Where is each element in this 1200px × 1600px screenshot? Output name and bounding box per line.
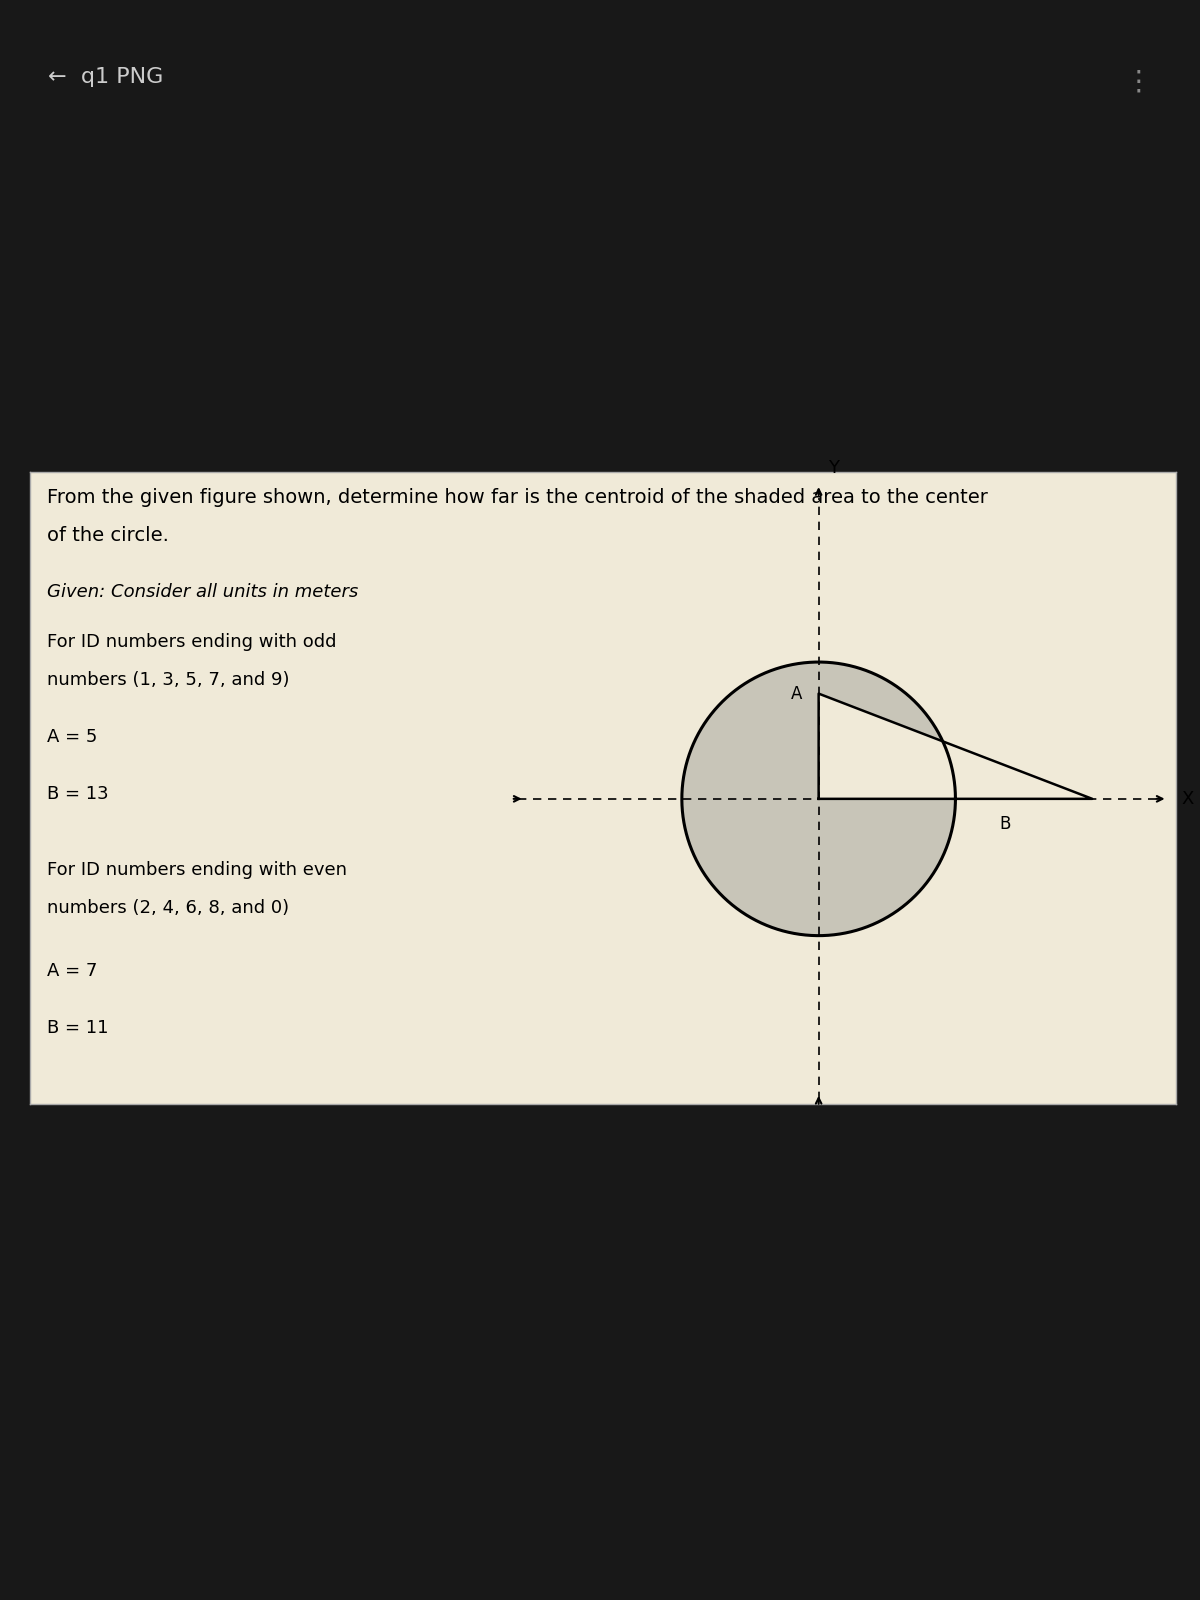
Text: Given: Consider all units in meters: Given: Consider all units in meters (47, 582, 359, 600)
Text: ⋮: ⋮ (1124, 67, 1152, 96)
Text: Y: Y (828, 459, 839, 477)
Text: A: A (791, 685, 803, 702)
Text: numbers (2, 4, 6, 8, and 0): numbers (2, 4, 6, 8, and 0) (47, 899, 289, 917)
Text: A = 7: A = 7 (47, 962, 97, 979)
Text: B = 13: B = 13 (47, 786, 109, 803)
Text: of the circle.: of the circle. (47, 526, 169, 544)
Text: For ID numbers ending with odd: For ID numbers ending with odd (47, 634, 337, 651)
Text: From the given figure shown, determine how far is the centroid of the shaded are: From the given figure shown, determine h… (47, 488, 988, 507)
Text: ←  q1 PNG: ← q1 PNG (48, 67, 163, 86)
Polygon shape (682, 662, 955, 936)
Text: B: B (1000, 816, 1010, 834)
Text: A = 5: A = 5 (47, 728, 97, 746)
Text: numbers (1, 3, 5, 7, and 9): numbers (1, 3, 5, 7, and 9) (47, 670, 289, 690)
Text: For ID numbers ending with even: For ID numbers ending with even (47, 861, 347, 878)
Text: B = 11: B = 11 (47, 1019, 109, 1037)
Polygon shape (818, 694, 1092, 798)
Text: X: X (1181, 790, 1194, 808)
